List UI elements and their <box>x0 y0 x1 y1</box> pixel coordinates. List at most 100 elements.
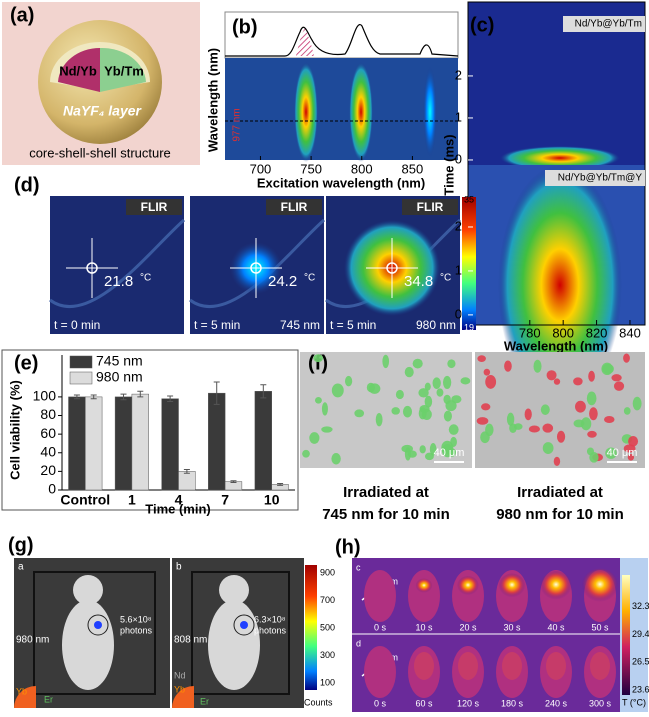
mouse <box>364 646 396 698</box>
colorbar-tick-label: 300 <box>320 650 335 660</box>
panel-label: (e) <box>14 352 38 374</box>
thermal-image <box>50 196 184 334</box>
x-tick-label: 800 <box>552 325 574 340</box>
panel-label: (d) <box>14 174 40 196</box>
colorbar-tick-label: 35 <box>464 194 474 204</box>
colorbar <box>462 197 476 330</box>
cell <box>401 445 413 453</box>
mouse <box>364 570 396 622</box>
panel-label: (b) <box>232 16 258 38</box>
x-tick-label: 780 <box>519 325 541 340</box>
cell <box>413 359 423 369</box>
x-tick-label: 7 <box>221 492 229 508</box>
cell <box>460 377 470 384</box>
y-tick-label: 20 <box>40 462 56 478</box>
cell <box>554 457 560 466</box>
bar <box>179 471 196 490</box>
x-tick-label: 1 <box>128 492 136 508</box>
cell <box>587 391 597 405</box>
temperature-unit: °C <box>440 273 451 284</box>
mouse-body <box>62 600 114 690</box>
cell <box>504 361 512 372</box>
bar <box>208 393 225 490</box>
warm-spot <box>414 652 434 680</box>
cell <box>332 383 344 397</box>
cell <box>533 360 541 373</box>
cell <box>425 396 432 408</box>
cell <box>575 401 586 413</box>
excitation: 808 nm <box>174 635 207 646</box>
legend-label: 980 nm <box>96 369 143 385</box>
x-tick-label: 850 <box>402 161 424 176</box>
cell <box>623 354 630 363</box>
cell <box>633 397 642 411</box>
colorbar-tick-label: 26.5 <box>632 657 649 667</box>
cell <box>451 395 461 403</box>
signal <box>240 621 248 629</box>
x-tick-label: 840 <box>619 325 641 340</box>
hot-spot <box>457 576 479 596</box>
x-tick-label: 10 <box>264 492 280 508</box>
y-tick-label: 0 <box>455 151 462 166</box>
cell <box>477 355 485 362</box>
wavelength-label: 980 nm <box>416 318 456 332</box>
x-tick-label: 700 <box>250 161 272 176</box>
x-axis-label: Wavelength (nm) <box>504 338 608 353</box>
colorbar-tick-label: 100 <box>320 677 335 687</box>
x-tick-label: 820 <box>586 325 608 340</box>
legend-swatch <box>70 372 92 384</box>
warm-spot <box>458 652 478 680</box>
time-label: 180 s <box>501 698 524 708</box>
hot-spot <box>416 579 433 594</box>
time-label: t = 5 min <box>194 318 240 332</box>
y-tick-label: 0 <box>455 306 462 321</box>
legend-label: 745 nm <box>96 353 143 369</box>
heat-spot <box>423 66 437 158</box>
mouse-head <box>73 575 103 605</box>
mouse <box>408 570 440 622</box>
heat-spot <box>349 62 373 162</box>
cell <box>611 374 621 381</box>
mouse-head <box>219 575 249 605</box>
cell <box>302 450 310 458</box>
y-tick-label: 1 <box>455 109 462 124</box>
cell <box>614 381 624 390</box>
cell <box>420 445 426 453</box>
spectrum-frame <box>225 12 458 58</box>
time-label: 0 s <box>374 698 387 708</box>
ion-label: Er <box>44 694 53 704</box>
row-label: c <box>356 562 361 572</box>
cell <box>449 424 459 435</box>
cell <box>485 375 496 389</box>
caption: 980 nm for 10 min <box>496 506 624 523</box>
wavelength-label: 745 nm <box>280 318 320 332</box>
bar <box>85 397 102 490</box>
scale-bar-label: 40 μm <box>434 447 465 459</box>
cell <box>481 403 490 410</box>
heat-spot <box>294 62 318 162</box>
cell <box>331 453 340 464</box>
ion-label: Er <box>200 696 209 706</box>
cell <box>624 407 631 415</box>
cell <box>313 354 323 362</box>
cell <box>602 364 614 374</box>
scale-bar-label: 40 μm <box>607 447 638 459</box>
cell <box>433 377 441 389</box>
panel-label: (g) <box>8 534 34 556</box>
cell <box>396 390 404 399</box>
time-label: t = 0 min <box>54 318 100 332</box>
brand: FLIR <box>281 200 308 214</box>
colorbar-tick-label: 900 <box>320 567 335 577</box>
x-tick-label: Control <box>60 492 110 508</box>
cell <box>589 407 598 420</box>
cell <box>541 404 550 415</box>
ion-label: Yb <box>16 686 27 696</box>
inner-shell-label: Yb/Tm <box>104 63 144 78</box>
colorbar-tick-label: 500 <box>320 622 335 632</box>
cell <box>376 413 383 426</box>
colorbar-tick-label: 700 <box>320 595 335 605</box>
cell <box>589 452 598 463</box>
cell <box>309 432 319 444</box>
colorbar-title: Counts <box>304 697 333 707</box>
